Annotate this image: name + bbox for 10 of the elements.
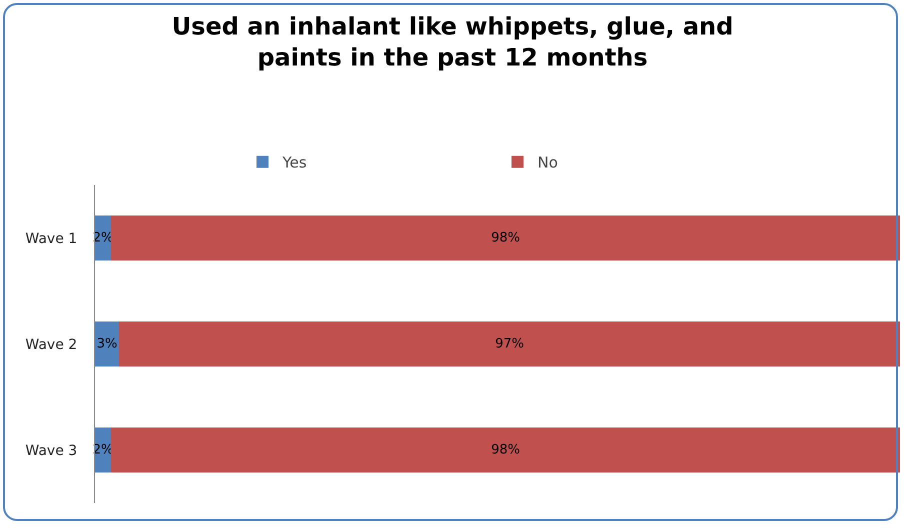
data-label: 97% [495, 336, 524, 352]
chart-title: Used an inhalant like whippets, glue, and paints in the past 12 months [172, 12, 734, 72]
data-label: 98% [491, 442, 520, 458]
data-label: 3% [96, 336, 118, 352]
data-label: 98% [491, 230, 520, 246]
legend-label: No [538, 154, 558, 172]
legend-label: Yes [282, 154, 307, 172]
y-tick-label: Wave 1 [25, 230, 78, 247]
y-tick-label: Wave 2 [25, 336, 78, 353]
y-tick-label: Wave 3 [25, 442, 78, 459]
